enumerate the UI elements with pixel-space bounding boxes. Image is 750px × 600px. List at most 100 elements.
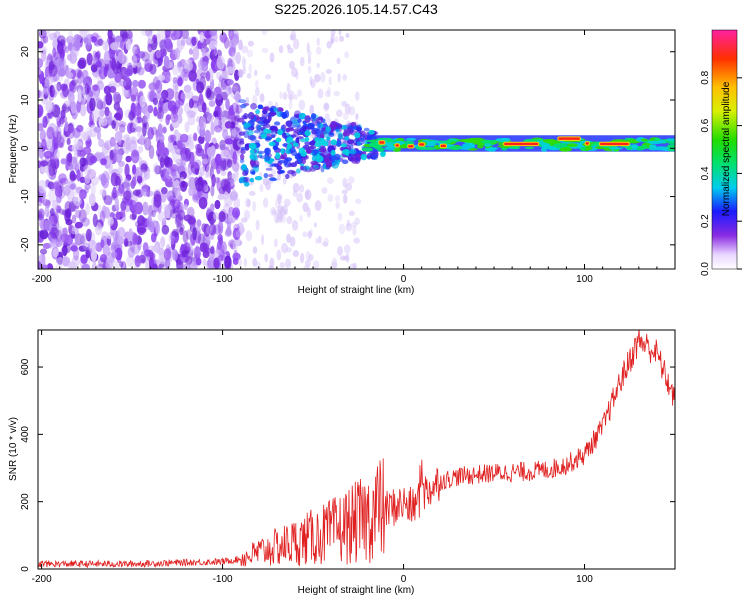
cluster-highlight [314,141,322,148]
noise-blob [69,173,77,181]
noise-blob [188,98,194,109]
noise-blob [123,178,131,191]
fade-blob [243,58,247,66]
fade-blob [254,69,258,77]
noise-blob [187,110,196,118]
cluster-blob [285,173,290,180]
spectrogram-ytick-label: 20 [20,46,31,58]
fade-blob [333,90,341,97]
noise-blob [170,134,177,142]
noise-blob [201,102,207,114]
noise-blob [42,263,48,269]
fade-blob [339,35,344,42]
noise-blob [209,40,218,50]
noise-blob [73,196,82,207]
noise-blob [226,78,234,86]
cluster-blob [267,173,274,178]
cluster-blob [311,149,319,154]
noise-blob [152,34,158,44]
noise-blob [80,254,88,265]
cluster-blob [305,117,312,121]
noise-blob [97,38,104,46]
noise-blob [191,36,197,47]
noise-blob [175,47,181,60]
noise-blob [38,197,43,207]
noise-blob [119,261,124,268]
cluster-blob [307,122,315,130]
noise-blob [178,98,185,106]
fade-blob [350,221,358,228]
fade-blob [237,257,243,267]
cluster-highlight [340,143,347,148]
fade-blob [286,246,292,253]
noise-blob [185,36,192,46]
noise-blob [50,227,59,240]
fade-blob [276,193,283,200]
noise-blob [105,259,113,269]
fade-blob [314,73,321,83]
noise-blob [195,177,204,192]
noise-blob [224,138,234,145]
noise-blob [134,48,141,59]
fade-blob [291,220,299,231]
noise-blob [196,68,204,80]
noise-blob [215,161,221,175]
fade-blob [265,180,272,191]
fade-blob [349,263,357,269]
signal-band-blob [361,147,374,152]
cluster-blob [341,159,349,164]
noise-blob [146,204,155,218]
noise-blob [67,163,74,171]
cluster-blob [255,139,260,145]
noise-blob [90,36,97,43]
snr-xtick-label: 0 [401,574,407,585]
cluster-highlight [304,136,310,142]
noise-blob [52,37,59,51]
noise-blob [98,138,105,148]
fade-blob [327,86,331,98]
noise-blob [149,63,157,75]
noise-blob [194,168,199,176]
fade-blob [309,104,315,115]
fade-blob [307,55,312,64]
noise-blob [78,189,87,200]
cluster-blob [295,168,301,174]
fade-blob [274,197,281,209]
noise-blob [114,197,119,210]
noise-blob [160,236,166,248]
cluster-blob [355,124,362,132]
noise-blob [207,112,213,120]
noise-blob [224,255,232,269]
cluster-blob [273,107,279,113]
noise-blob [210,165,216,172]
noise-blob [66,35,75,45]
cluster-highlight [280,148,285,155]
noise-blob [84,174,91,184]
noise-blob [66,137,71,146]
noise-blob [124,240,133,247]
noise-blob [103,155,112,169]
fade-blob [252,200,256,212]
fade-blob [316,62,320,69]
noise-blob [164,258,171,269]
fade-blob [317,235,322,244]
noise-blob [198,93,204,104]
signal-band-blob [385,139,398,143]
noise-blob [67,152,73,164]
noise-blob [125,38,132,51]
fade-blob [336,57,341,65]
fade-blob [263,197,269,208]
fade-blob [321,241,329,247]
noise-blob [203,223,211,237]
noise-blob [209,30,218,37]
noise-blob [65,208,72,219]
colorbar-gradient [711,29,738,270]
fade-blob [248,190,256,196]
noise-blob [38,160,42,169]
cluster-blob [240,104,247,109]
spectrogram-ylabel: Frequency (Hz) [8,115,19,184]
cluster-blob [252,160,260,168]
fade-blob [282,204,289,216]
fade-blob [323,103,330,110]
signal-band-blob [667,147,675,152]
